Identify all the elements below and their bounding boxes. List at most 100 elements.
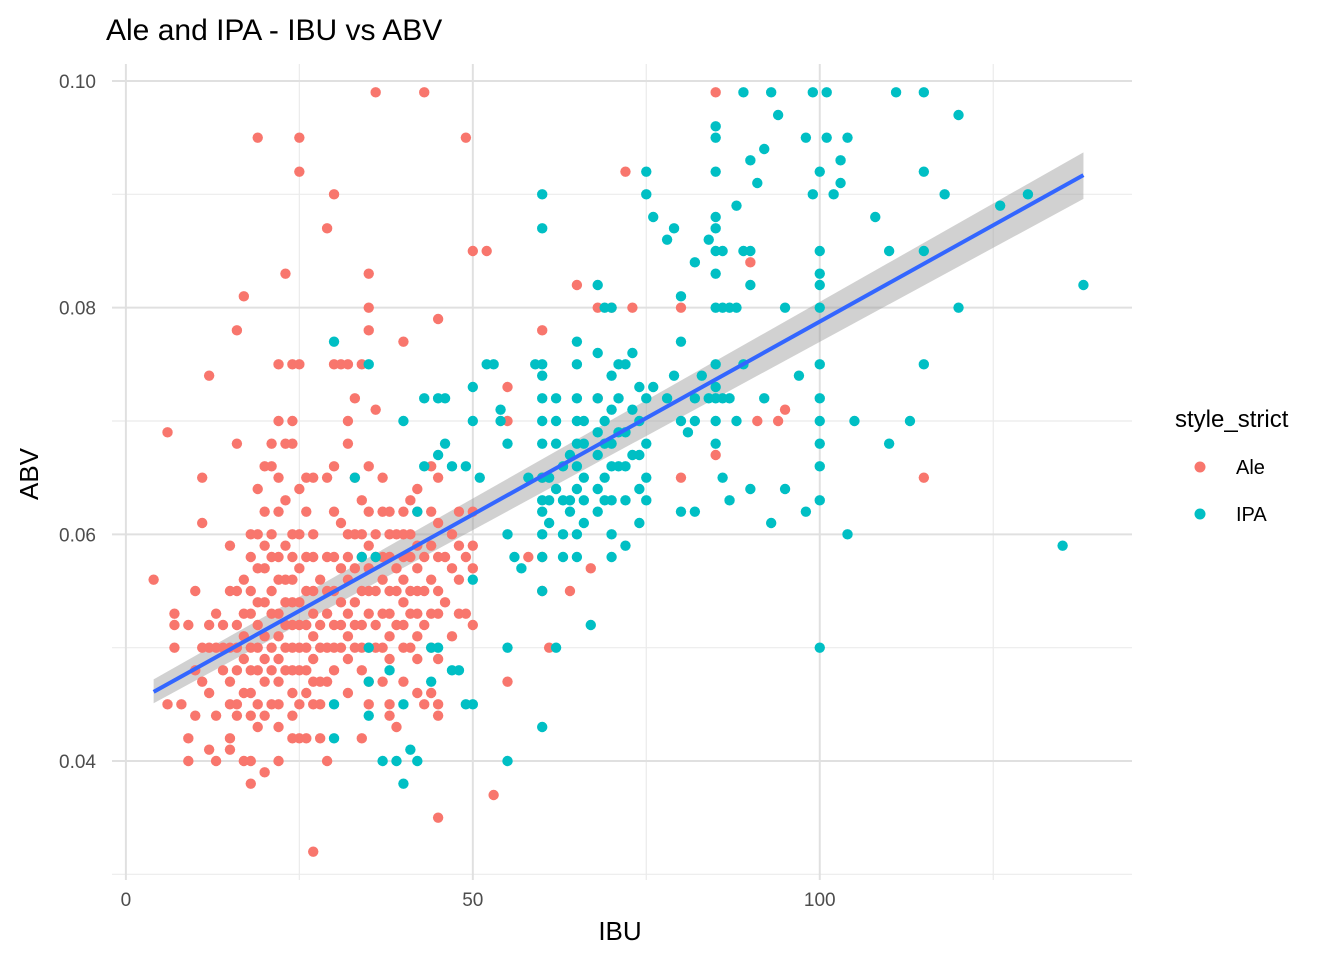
x-tick-label: 0 bbox=[121, 890, 132, 911]
data-point-ipa bbox=[460, 461, 472, 472]
data-point-ale bbox=[308, 472, 319, 483]
legend-key-ale bbox=[1194, 461, 1206, 473]
data-point-ipa bbox=[814, 245, 825, 257]
data-point-ale bbox=[432, 699, 444, 710]
data-point-ale bbox=[287, 687, 298, 699]
data-point-ale bbox=[273, 359, 284, 370]
legend-title: style_strict bbox=[1175, 406, 1289, 433]
data-point-ale bbox=[273, 506, 284, 517]
data-point-ale bbox=[197, 676, 208, 687]
data-point-ale bbox=[467, 540, 479, 551]
data-point-ipa bbox=[738, 87, 749, 98]
data-point-ale bbox=[918, 472, 930, 483]
data-point-ale bbox=[217, 619, 229, 631]
data-point-ipa bbox=[377, 755, 388, 767]
data-point-ipa bbox=[814, 495, 825, 506]
data-point-ale bbox=[301, 733, 312, 744]
data-point-ale bbox=[273, 676, 284, 687]
data-point-ipa bbox=[578, 517, 590, 529]
data-point-ale bbox=[384, 710, 395, 721]
data-point-ale bbox=[301, 687, 312, 699]
data-point-ipa bbox=[620, 540, 631, 551]
data-point-ale bbox=[481, 245, 492, 257]
data-point-ipa bbox=[745, 155, 756, 166]
data-point-ale bbox=[328, 551, 340, 563]
data-point-ale bbox=[308, 653, 319, 665]
data-point-ipa bbox=[918, 87, 930, 98]
data-point-ale bbox=[287, 574, 298, 585]
data-point-ale bbox=[245, 710, 256, 721]
data-point-ale bbox=[432, 517, 444, 529]
data-point-ale bbox=[245, 755, 256, 767]
data-point-ale bbox=[425, 506, 437, 517]
data-point-ale bbox=[432, 710, 444, 721]
data-point-ale bbox=[432, 653, 444, 665]
data-point-ipa bbox=[661, 393, 673, 404]
data-point-ale bbox=[162, 699, 173, 710]
data-point-ale bbox=[308, 551, 319, 563]
data-point-ale bbox=[231, 619, 243, 631]
data-point-ipa bbox=[439, 393, 451, 404]
data-point-ale bbox=[446, 529, 458, 540]
data-point-ipa bbox=[606, 370, 617, 381]
data-point-ale bbox=[314, 733, 326, 744]
legend-label-ipa: IPA bbox=[1236, 504, 1267, 526]
data-point-ipa bbox=[759, 393, 770, 404]
data-point-ipa bbox=[398, 415, 409, 427]
data-point-ipa bbox=[363, 642, 374, 653]
data-point-ipa bbox=[648, 381, 659, 393]
data-point-ale bbox=[287, 710, 298, 721]
data-point-ale bbox=[183, 619, 194, 631]
data-point-ipa bbox=[592, 279, 603, 291]
data-point-ale bbox=[169, 619, 180, 631]
data-point-ale bbox=[273, 653, 284, 665]
data-point-ale bbox=[162, 427, 173, 438]
data-point-ipa bbox=[703, 234, 714, 245]
legend-key-ipa bbox=[1194, 508, 1206, 520]
data-point-ipa bbox=[599, 472, 610, 483]
chart-title: Ale and IPA - IBU vs ABV bbox=[106, 14, 442, 47]
data-point-ipa bbox=[821, 87, 832, 98]
data-point-ipa bbox=[564, 495, 576, 506]
data-point-ipa bbox=[772, 109, 784, 121]
data-point-ale bbox=[342, 438, 354, 449]
data-point-ipa bbox=[328, 699, 340, 710]
data-point-ale bbox=[273, 631, 284, 642]
data-point-ale bbox=[446, 563, 458, 574]
data-point-ipa bbox=[745, 245, 756, 257]
data-point-ale bbox=[398, 574, 409, 585]
data-point-ipa bbox=[939, 189, 950, 200]
data-point-ale bbox=[342, 687, 354, 699]
data-point-ale bbox=[294, 563, 305, 574]
data-point-ale bbox=[432, 812, 444, 823]
data-point-ale bbox=[405, 529, 416, 540]
data-point-ipa bbox=[883, 438, 895, 449]
data-point-ipa bbox=[550, 393, 562, 404]
data-point-ale bbox=[412, 608, 423, 619]
data-point-ipa bbox=[495, 415, 506, 427]
data-point-ipa bbox=[717, 472, 728, 483]
data-point-ipa bbox=[349, 472, 361, 483]
data-point-ipa bbox=[883, 245, 895, 257]
data-point-ale bbox=[419, 585, 430, 597]
data-point-ipa bbox=[550, 483, 562, 495]
data-point-ipa bbox=[807, 87, 819, 98]
data-point-ale bbox=[197, 517, 208, 529]
data-point-ale bbox=[266, 642, 277, 653]
data-point-ale bbox=[294, 529, 305, 540]
data-point-ale bbox=[252, 132, 263, 143]
data-point-ipa bbox=[918, 359, 930, 370]
data-point-ale bbox=[210, 608, 222, 619]
data-point-ipa bbox=[363, 359, 374, 370]
data-point-ale bbox=[148, 574, 159, 585]
data-point-ipa bbox=[689, 257, 701, 268]
data-point-ipa bbox=[661, 234, 673, 245]
data-point-ale bbox=[752, 415, 763, 427]
data-point-ale bbox=[335, 642, 347, 653]
data-point-ale bbox=[197, 472, 208, 483]
data-point-ale bbox=[391, 721, 402, 733]
data-point-ipa bbox=[689, 393, 701, 404]
data-point-ale bbox=[203, 619, 215, 631]
data-point-ipa bbox=[578, 495, 590, 506]
data-point-ipa bbox=[765, 517, 777, 529]
